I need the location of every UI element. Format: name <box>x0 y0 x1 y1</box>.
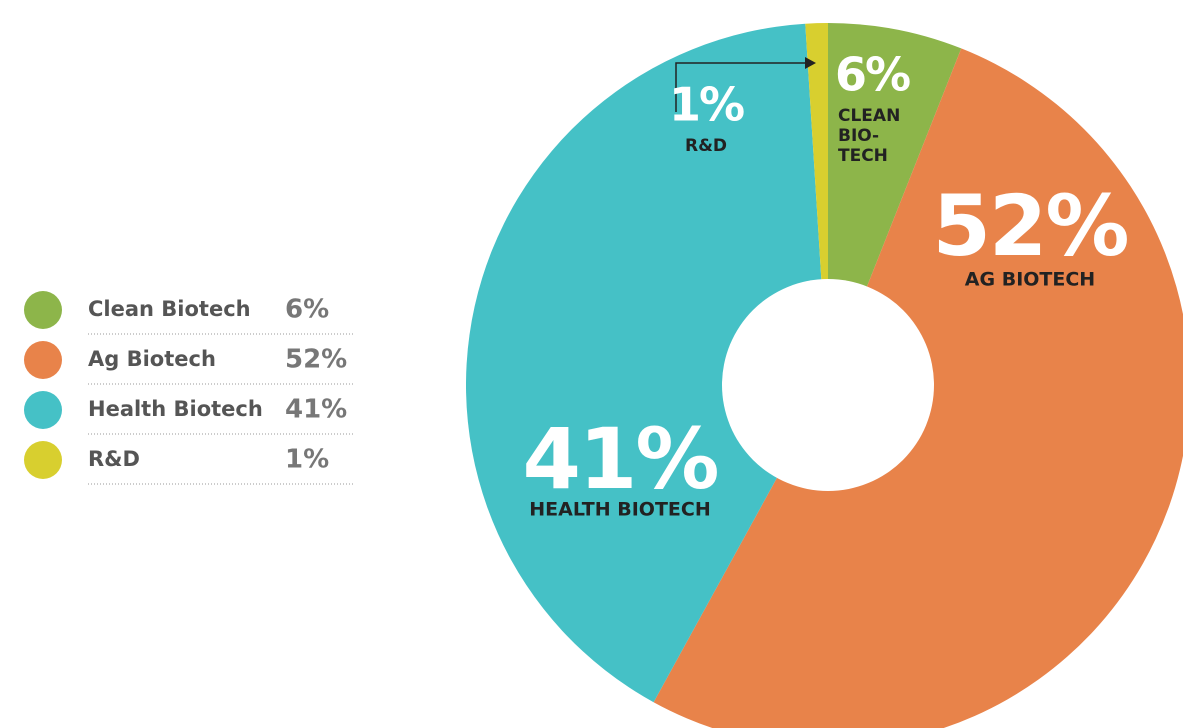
slice-percent: 6% <box>835 48 910 102</box>
legend-label: Ag Biotech <box>88 347 216 371</box>
legend-value: 1% <box>285 445 329 475</box>
slice <box>466 23 828 703</box>
legend-swatch <box>24 391 62 429</box>
legend-swatch <box>24 441 62 479</box>
legend-value: 52% <box>285 345 347 375</box>
donut-hole <box>722 279 934 491</box>
legend-label: Health Biotech <box>88 397 263 421</box>
legend-label: Clean Biotech <box>88 297 251 321</box>
legend: Clean Biotech 6% Ag Biotech 52% Health Biote… <box>24 291 355 485</box>
slice-label: BIO- <box>838 126 879 146</box>
legend-value: 6% <box>285 295 329 325</box>
slice-label: TECH <box>838 146 888 166</box>
slice-percent: 1% <box>669 78 744 132</box>
slice-percent: 52% <box>932 177 1127 275</box>
slice-label: AG BIOTECH <box>965 269 1095 291</box>
slice-label: HEALTH BIOTECH <box>529 499 711 521</box>
slice-percent: 41% <box>522 410 717 508</box>
callout-arrow <box>675 62 806 112</box>
legend-label: R&D <box>88 447 140 471</box>
slice-label: CLEAN <box>838 106 900 126</box>
legend-swatch <box>24 291 62 329</box>
legend-swatch <box>24 341 62 379</box>
slice-label: R&D <box>685 136 727 156</box>
legend-value: 41% <box>285 395 347 425</box>
callout-arrow-head <box>805 57 816 69</box>
